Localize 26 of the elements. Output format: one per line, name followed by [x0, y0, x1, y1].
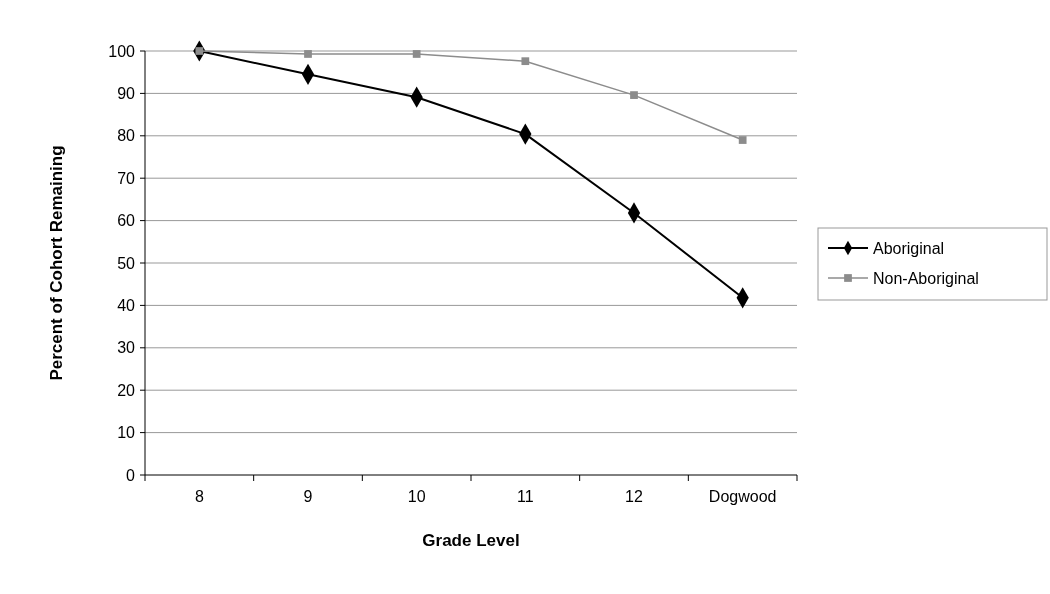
x-tick-label: 9 [303, 488, 313, 505]
point [521, 57, 530, 66]
x-tick-label: 10 [407, 488, 426, 505]
y-axis-title: Percent of Cohort Remaining [47, 145, 66, 381]
y-tick-label: 20 [117, 381, 136, 399]
point [412, 50, 421, 58]
x-tick-label: 8 [194, 488, 204, 505]
point [738, 136, 747, 144]
y-tick-label: 0 [126, 466, 136, 484]
legend-label: Aboriginal [873, 239, 945, 257]
y-tick-label: 40 [117, 297, 136, 314]
y-tick-label: 70 [117, 169, 136, 187]
x-tick-label: Dogwood [708, 488, 777, 505]
point [304, 50, 312, 58]
y-tick-label: 10 [117, 424, 136, 442]
y-tick-label: 100 [108, 42, 136, 60]
y-tick-label: 90 [117, 85, 136, 102]
y-tick-label: 30 [117, 339, 136, 357]
legend-label: Non-Aboriginal [873, 269, 979, 287]
x-tick-label: 11 [517, 488, 534, 505]
y-tick-label: 80 [117, 127, 136, 145]
point [630, 91, 638, 99]
x-tick-label: 12 [625, 488, 643, 505]
x-axis-title: Grade Level [422, 531, 520, 550]
y-tick-label: 60 [117, 212, 136, 230]
y-tick-label: 50 [117, 254, 136, 272]
